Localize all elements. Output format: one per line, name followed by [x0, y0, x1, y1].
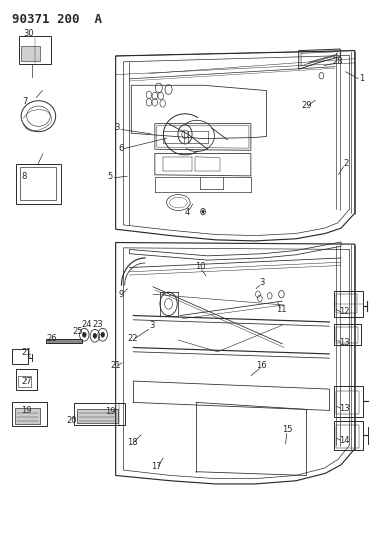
- Text: 26: 26: [46, 334, 57, 343]
- Bar: [334, 291, 363, 317]
- Text: 6: 6: [118, 144, 123, 152]
- Text: 30: 30: [23, 29, 34, 37]
- Text: 19: 19: [22, 406, 32, 415]
- Bar: [16, 164, 61, 204]
- Text: 14: 14: [339, 436, 349, 445]
- Text: 25: 25: [73, 327, 83, 336]
- Text: 15: 15: [282, 425, 292, 434]
- Text: 9: 9: [118, 290, 123, 299]
- Text: 11: 11: [276, 305, 287, 313]
- Circle shape: [202, 210, 204, 213]
- Text: 18: 18: [127, 438, 138, 447]
- Text: 28: 28: [332, 58, 343, 66]
- Text: 90371 200  A: 90371 200 A: [12, 13, 102, 26]
- Bar: [20, 167, 56, 200]
- Bar: [334, 324, 361, 345]
- Text: 23: 23: [93, 320, 103, 328]
- Text: 29: 29: [301, 101, 312, 110]
- Bar: [77, 409, 118, 423]
- Bar: [12, 349, 28, 364]
- Bar: [16, 369, 37, 390]
- Text: 17: 17: [151, 462, 162, 471]
- Text: 19: 19: [105, 407, 116, 416]
- Bar: [336, 327, 358, 343]
- Bar: [336, 391, 359, 414]
- Text: 10: 10: [195, 262, 205, 271]
- Bar: [12, 402, 47, 426]
- Bar: [19, 36, 51, 64]
- Text: 13: 13: [339, 338, 350, 346]
- Bar: [334, 386, 363, 417]
- Bar: [334, 421, 363, 450]
- Polygon shape: [46, 339, 82, 343]
- Circle shape: [93, 333, 97, 338]
- Text: 3: 3: [149, 321, 155, 329]
- Text: 8: 8: [22, 173, 27, 181]
- Text: 13: 13: [339, 404, 350, 413]
- Text: 3: 3: [259, 278, 265, 287]
- Text: 3: 3: [114, 124, 120, 132]
- Bar: [74, 403, 125, 425]
- Bar: [336, 425, 359, 448]
- Text: 16: 16: [256, 361, 267, 370]
- Text: 2: 2: [343, 159, 348, 167]
- Text: 5: 5: [107, 173, 113, 181]
- Circle shape: [82, 332, 86, 337]
- Text: 21: 21: [111, 361, 121, 370]
- Text: 21: 21: [22, 349, 32, 357]
- Text: 20: 20: [66, 416, 76, 424]
- Bar: [18, 376, 31, 387]
- Circle shape: [101, 332, 105, 337]
- Text: 1: 1: [359, 75, 364, 83]
- Text: 12: 12: [339, 308, 349, 316]
- Text: 27: 27: [21, 377, 32, 386]
- Text: 24: 24: [82, 320, 92, 328]
- Bar: [15, 408, 40, 424]
- Bar: [21, 46, 40, 61]
- Text: 4: 4: [185, 208, 190, 216]
- Text: 7: 7: [23, 97, 28, 106]
- Text: 22: 22: [127, 335, 138, 343]
- Bar: [336, 294, 357, 313]
